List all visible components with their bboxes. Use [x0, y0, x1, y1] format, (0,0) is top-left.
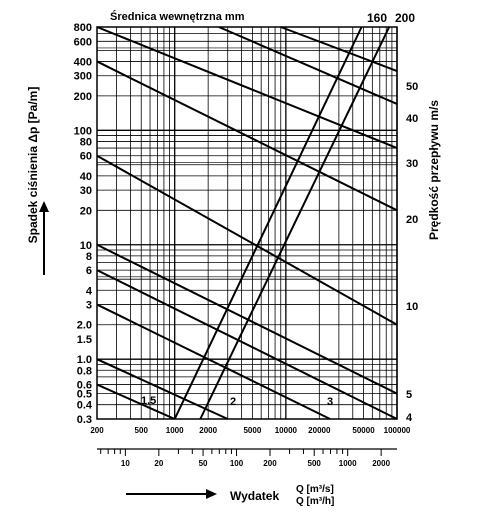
- velocity-line-20: [96, 60, 398, 212]
- y-tick-label-10: 10: [80, 240, 92, 252]
- x2-tick-label-200: 200: [263, 459, 277, 468]
- y-tick-label-100: 100: [74, 125, 92, 137]
- velocity-inline-label-1-5: 1.5: [141, 395, 156, 407]
- velocity-tick-label-4: 4: [406, 412, 413, 424]
- velocity-line-30: [96, 26, 398, 149]
- diameter-line-200: [199, 26, 391, 420]
- velocity-tick-label-30: 30: [406, 158, 418, 170]
- y-tick-label-0-8: 0.8: [77, 365, 92, 377]
- y-tick-label-0-3: 0.3: [77, 414, 92, 426]
- x-tick-label-500: 500: [135, 426, 149, 435]
- x2-tick-label-1000: 1000: [339, 459, 357, 468]
- y-tick-label-20: 20: [80, 205, 92, 217]
- velocity-tick-label-40: 40: [406, 113, 418, 125]
- x2-tick-label-20: 20: [154, 459, 163, 468]
- velocity-tick-label-20: 20: [406, 214, 418, 226]
- velocity-line-4: [96, 269, 398, 420]
- x-unit-primary: Q [m³/s]: [296, 484, 334, 495]
- x-axis-title: Wydatek: [230, 489, 279, 503]
- x-tick-label-10000: 10000: [275, 426, 298, 435]
- y-tick-label-0-6: 0.6: [77, 380, 92, 392]
- y-tick-label-0-5: 0.5: [77, 389, 92, 401]
- y-tick-label-8: 8: [86, 251, 92, 263]
- velocity-tick-label-5: 5: [406, 389, 412, 401]
- x-tick-label-100000: 100000: [384, 426, 411, 435]
- y-tick-label-2-0: 2.0: [77, 320, 92, 332]
- x2-tick-label-10: 10: [121, 459, 130, 468]
- y-tick-label-4: 4: [86, 285, 93, 297]
- diameter-label-200: 200: [395, 11, 415, 25]
- velocity-line-40: [218, 26, 398, 105]
- y-tick-label-600: 600: [74, 36, 92, 48]
- x2-tick-label-500: 500: [308, 459, 322, 468]
- y-tick-label-200: 200: [74, 91, 92, 103]
- y-tick-label-30: 30: [80, 185, 92, 197]
- y-right-axis-title: Prędkość przepływu m/s: [427, 100, 441, 240]
- velocity-line-10: [96, 154, 398, 326]
- y-tick-label-40: 40: [80, 171, 92, 183]
- y-axis-title: Spadek ciśnienia Δp [Pa/m]: [26, 87, 40, 244]
- y-axis-arrow-head: [39, 201, 49, 212]
- plot-frame: [96, 26, 398, 420]
- x2-tick-label-100: 100: [230, 459, 244, 468]
- y-tick-label-400: 400: [74, 56, 92, 68]
- velocity-line-1-5: [96, 383, 176, 420]
- y-tick-label-3: 3: [86, 300, 92, 312]
- data-lines: [96, 26, 398, 420]
- velocity-line-50: [280, 26, 398, 72]
- velocity-inline-label-2: 2: [230, 396, 236, 408]
- velocity-tick-label-10: 10: [406, 301, 418, 313]
- velocity-line-5: [96, 243, 398, 395]
- y-tick-label-300: 300: [74, 71, 92, 83]
- x-axis-arrow-head: [206, 489, 217, 499]
- x-unit-secondary: Q [m³/h]: [296, 496, 334, 507]
- grid: [96, 26, 398, 420]
- velocity-inline-label-3: 3: [327, 396, 333, 408]
- x2-tick-label-50: 50: [199, 459, 208, 468]
- diameter-line-160: [173, 26, 363, 420]
- axis-labels: 80060040030020010080604030201086432.01.5…: [74, 11, 419, 468]
- x-tick-label-5000: 5000: [243, 426, 261, 435]
- x-tick-label-200: 200: [90, 426, 104, 435]
- diameter-label-160: 160: [367, 11, 387, 25]
- x-tick-label-50000: 50000: [352, 426, 375, 435]
- y-tick-label-800: 800: [74, 22, 92, 34]
- y-tick-label-0-4: 0.4: [77, 400, 93, 412]
- y-tick-label-60: 60: [80, 151, 92, 163]
- y-tick-label-1-5: 1.5: [77, 334, 92, 346]
- x-tick-label-2000: 2000: [199, 426, 217, 435]
- x-tick-label-1000: 1000: [166, 426, 184, 435]
- y-tick-label-80: 80: [80, 136, 92, 148]
- velocity-tick-label-50: 50: [406, 81, 418, 93]
- y-tick-label-1-0: 1.0: [77, 354, 92, 366]
- velocity-line-3: [96, 303, 331, 420]
- x2-tick-label-2000: 2000: [372, 459, 390, 468]
- x-tick-label-20000: 20000: [308, 426, 331, 435]
- y-tick-label-6: 6: [86, 265, 92, 277]
- chart-title: Średnica wewnętrzna mm: [110, 10, 245, 23]
